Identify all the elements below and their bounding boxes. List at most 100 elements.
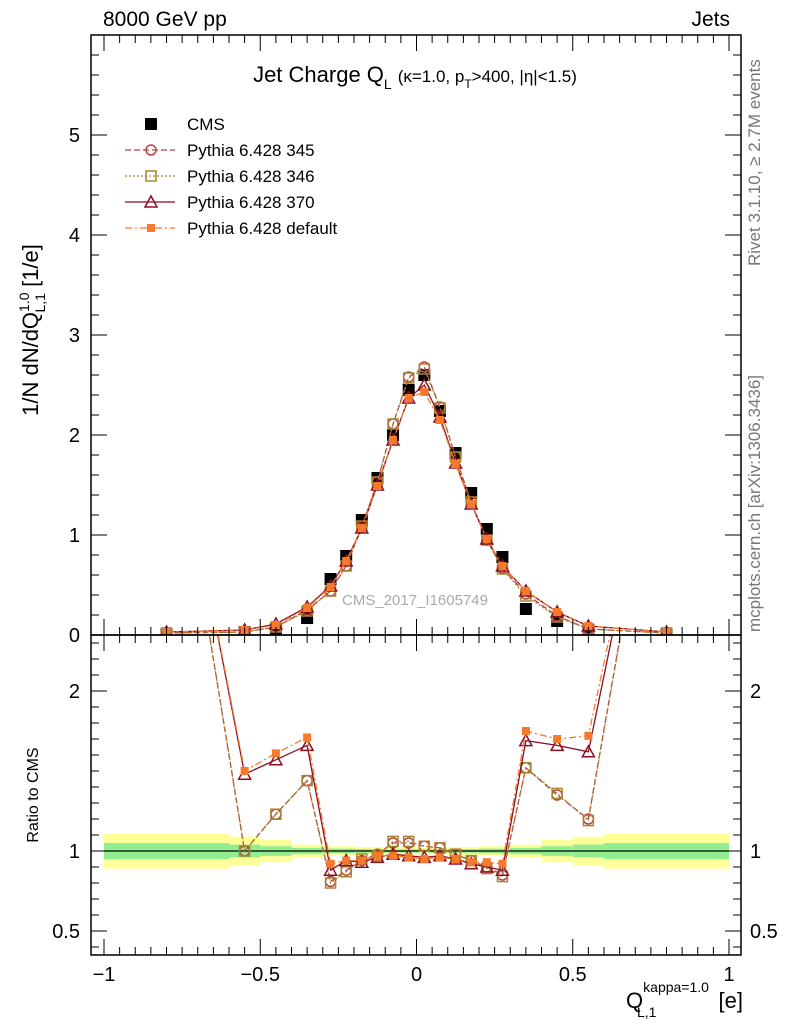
- cms-point: [301, 612, 314, 624]
- pythia-6-428-default-ratio-point: [553, 735, 562, 743]
- ratio-y-tick-label-right: 1: [750, 841, 761, 863]
- pythia-6-428-default-point: [553, 608, 562, 616]
- pythia-6-428-345-ratio-point: [162, 366, 172, 376]
- pythia-6-428-default-point: [498, 562, 507, 570]
- pythia-6-428-370-ratio-point: [323, 862, 338, 876]
- x-tick-label: 0.5: [559, 964, 587, 986]
- pythia-6-428-default-ratio-point: [342, 856, 351, 865]
- pythia-6-428-default-point: [467, 500, 476, 508]
- pythia-6-428-346-line: [166, 368, 667, 634]
- pythia-6-428-346-ratio-point: [496, 870, 509, 883]
- pythia-6-428-346-ratio-point: [551, 787, 563, 800]
- y-tick-label: 1: [69, 525, 80, 547]
- cms-point: [418, 369, 431, 381]
- pythia-6-428-346-point: [387, 418, 399, 430]
- pythia-6-428-default-ratio-point: [271, 749, 280, 758]
- legend-marker-pythia-6-428-default: [147, 224, 155, 232]
- pythia-6-428-346-ratio-point: [387, 835, 399, 848]
- pythia-6-428-default-ratio-point: [163, 367, 171, 375]
- pythia-6-428-default-ratio-point: [373, 851, 382, 860]
- x-tick-label: 1: [723, 964, 734, 986]
- pythia-6-428-370-ratio-point: [661, 365, 673, 376]
- legend-label-cms: CMS: [187, 115, 225, 134]
- pythia-6-428-default-point: [342, 557, 351, 565]
- pythia-6-428-346-ratio-point: [270, 808, 282, 820]
- y-tick-label: 3: [69, 325, 80, 347]
- pythia-6-428-default-ratio-point: [326, 859, 335, 868]
- main-y-axis-label: 1/N dN/dQ1.0L,1 [1/e]: [16, 244, 48, 416]
- pythia-6-428-default-ratio-point: [357, 856, 366, 865]
- uncertainty-bands: [104, 833, 729, 869]
- pythia-6-428-370-ratio-point: [161, 365, 173, 376]
- y-tick-label: 0: [69, 625, 80, 647]
- legend-label-pythia-6-428-345: Pythia 6.428 345: [187, 141, 315, 160]
- pythia-6-428-default-ratio-point: [420, 855, 429, 863]
- pythia-6-428-default-ratio-line: [217, 635, 611, 865]
- ratio-panel-data: [161, 365, 673, 889]
- pythia-6-428-default-point: [451, 460, 460, 468]
- pythia-6-428-346-ratio-point: [582, 814, 595, 827]
- pythia-6-428-346-point: [418, 363, 431, 375]
- pythia-6-428-346-ratio-point: [402, 835, 415, 848]
- pythia-6-428-default-ratio-point: [435, 853, 444, 862]
- pythia-6-428-370-ratio-point: [495, 862, 510, 876]
- pythia-6-428-default-point: [521, 587, 530, 595]
- pythia-6-428-370-ratio-point: [549, 737, 565, 752]
- pythia-6-428-default-ratio-point: [521, 727, 530, 735]
- pythia-6-428-346-ratio-point: [238, 845, 251, 857]
- y-tick-label: 5: [69, 125, 80, 147]
- cms-point: [519, 603, 532, 615]
- pythia-6-428-346-point: [402, 372, 415, 384]
- legend-label-pythia-6-428-346: Pythia 6.428 346: [187, 167, 315, 186]
- pythia-6-428-default-point: [435, 416, 444, 424]
- pythia-6-428-default-ratio-point: [663, 367, 671, 375]
- legend-label-pythia-6-428-370: Pythia 6.428 370: [187, 193, 315, 212]
- main-title: Jet Charge QL (κ=1.0, pT>400, |η|<1.5): [253, 62, 577, 92]
- pythia-6-428-default-point: [404, 394, 413, 402]
- pythia-6-428-default-point: [420, 388, 429, 396]
- x-tick-label: −1: [93, 964, 116, 986]
- ratio-y-tick-label-left: 1: [69, 841, 80, 863]
- pythia-6-428-default-point: [357, 524, 366, 532]
- pythia-6-428-default-ratio-point: [498, 859, 507, 868]
- pythia-6-428-346-ratio-point: [340, 866, 352, 878]
- pythia-6-428-346-ratio-point: [434, 842, 446, 854]
- pythia-6-428-default-point: [373, 482, 382, 490]
- pythia-6-428-default-ratio-point: [467, 858, 476, 867]
- pythia-6-428-default-point: [326, 583, 335, 591]
- axes-frame: −1 −0.5 0 0.5 1 0 1 2 3 4 5 0.5 0.5 1 1 2 2: [52, 34, 778, 986]
- ratio-y-tick-label-left: 2: [69, 681, 80, 703]
- pythia-6-428-default-ratio-point: [451, 855, 460, 863]
- legend-label-pythia-6-428-default: Pythia 6.428 default: [187, 219, 338, 238]
- pythia-6-428-default-point: [271, 621, 280, 629]
- pythia-6-428-346-ratio-point: [301, 774, 313, 787]
- pythia-6-428-370-ratio-point: [518, 733, 534, 747]
- ratio-y-axis-label: Ratio to CMS: [25, 747, 42, 842]
- pythia-6-428-default-point: [482, 535, 491, 543]
- pythia-6-428-370-ratio-point: [268, 752, 284, 766]
- pythia-6-428-default-point: [389, 436, 398, 444]
- x-tick-label: −0.5: [241, 964, 280, 986]
- ratio-y-tick-label-left: 0.5: [52, 921, 80, 943]
- legend-marker-pythia-6-428-346: [145, 170, 157, 182]
- watermark: CMS_2017_I1605749: [342, 592, 488, 609]
- pythia-6-428-370-ratio-point: [299, 737, 315, 752]
- pythia-6-428-345-ratio-point: [662, 366, 672, 376]
- header-left: 8000 GeV pp: [103, 8, 227, 31]
- ratio-plot-frame: [90, 634, 742, 956]
- pythia-6-428-default-ratio-point: [584, 731, 593, 740]
- ratio-y-tick-label-right: 2: [750, 681, 761, 703]
- pythia-6-428-346-ratio-point: [324, 877, 337, 889]
- legend-marker-pythia-6-428-370: [143, 194, 159, 208]
- pythia-6-428-default-ratio-point: [389, 851, 398, 860]
- pythia-6-428-default-point: [303, 604, 312, 612]
- pythia-6-428-370-ratio-point: [479, 859, 495, 873]
- legend-marker-cms: [145, 118, 157, 130]
- y-tick-label: 4: [69, 225, 80, 247]
- legend-marker-pythia-6-428-345: [145, 144, 157, 156]
- legend: CMS Pythia 6.428 345 Pythia 6.428 346 Pythi…: [125, 115, 338, 238]
- x-tick-label: 0: [411, 964, 422, 986]
- pythia-6-428-default-point: [584, 622, 593, 630]
- pythia-6-428-default-ratio-point: [482, 858, 491, 867]
